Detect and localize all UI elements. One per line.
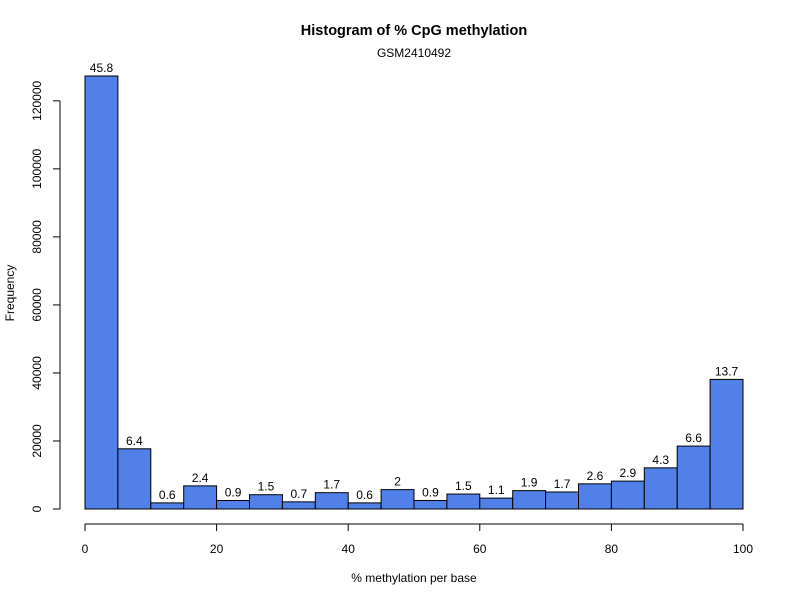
histogram-bar bbox=[150, 502, 185, 510]
bar-label: 6.4 bbox=[126, 434, 143, 448]
bar-label: 13.7 bbox=[715, 364, 739, 378]
histogram-bar bbox=[578, 483, 612, 510]
bar-label: 6.6 bbox=[685, 431, 702, 445]
bar-label: 45.8 bbox=[90, 61, 114, 75]
histogram-bar bbox=[610, 480, 645, 510]
y-tick-label: 120000 bbox=[30, 80, 44, 120]
bar-label: 1.5 bbox=[455, 479, 472, 493]
bar-label: 0.6 bbox=[159, 488, 176, 502]
histogram-bar bbox=[216, 499, 251, 510]
y-tick-label: 100000 bbox=[30, 149, 44, 189]
y-tick-label: 40000 bbox=[30, 356, 44, 390]
histogram-bar bbox=[643, 467, 678, 510]
bar-label: 2.6 bbox=[587, 469, 604, 483]
x-tick-label: 100 bbox=[733, 542, 753, 556]
y-axis-label: Frequency bbox=[3, 265, 17, 322]
y-tick-label: 0 bbox=[30, 505, 44, 512]
histogram-bar bbox=[314, 492, 349, 510]
x-axis: 0 20 40 60 80 100 bbox=[82, 523, 753, 556]
bar-label: 0.7 bbox=[291, 487, 308, 501]
histogram-bar bbox=[446, 493, 481, 510]
bar-label: 0.6 bbox=[356, 488, 373, 502]
histogram-bar bbox=[380, 489, 415, 510]
x-tick-label: 40 bbox=[342, 542, 356, 556]
bars-group bbox=[84, 75, 744, 510]
y-axis: 0 20000 40000 60000 80000 100000 120000 bbox=[30, 80, 61, 512]
bar-label: 2.4 bbox=[192, 471, 209, 485]
x-tick-label: 0 bbox=[82, 542, 89, 556]
bar-label: 1.7 bbox=[554, 477, 571, 491]
chart-subtitle: GSM2410492 bbox=[377, 46, 451, 60]
histogram-bar bbox=[183, 485, 218, 510]
bar-label: 0.9 bbox=[422, 485, 439, 499]
histogram-bar bbox=[545, 491, 579, 510]
bar-label: 0.9 bbox=[225, 485, 242, 499]
bar-label: 2 bbox=[394, 475, 401, 489]
chart-title: Histogram of % CpG methylation bbox=[301, 23, 527, 39]
y-tick-label: 20000 bbox=[30, 424, 44, 458]
y-tick-label: 60000 bbox=[30, 288, 44, 322]
x-axis-label: % methylation per base bbox=[351, 571, 477, 585]
bar-labels-group: 45.8 6.4 0.6 2.4 0.9 1.5 0.7 1.7 0.6 2 0.9 1.5 1.1 1.… bbox=[90, 61, 739, 502]
histogram-bar bbox=[676, 445, 711, 510]
bar-label: 1.1 bbox=[488, 483, 505, 497]
histogram-bar bbox=[84, 75, 119, 510]
histogram-bar bbox=[281, 501, 316, 510]
histogram-bar bbox=[347, 502, 382, 510]
histogram-bar bbox=[512, 490, 547, 510]
bar-label: 1.9 bbox=[521, 476, 538, 490]
bar-label: 2.9 bbox=[620, 466, 637, 480]
histogram-bar bbox=[479, 497, 514, 510]
x-tick-label: 60 bbox=[473, 542, 487, 556]
bar-label: 4.3 bbox=[652, 453, 669, 467]
histogram-bar bbox=[249, 494, 283, 510]
x-tick-label: 80 bbox=[605, 542, 619, 556]
x-tick-label: 20 bbox=[210, 542, 224, 556]
histogram-bar bbox=[709, 378, 744, 510]
bar-label: 1.5 bbox=[258, 480, 275, 494]
bar-label: 1.7 bbox=[323, 478, 340, 492]
histogram-bar bbox=[117, 448, 152, 510]
y-tick-label: 80000 bbox=[30, 220, 44, 254]
histogram-bar bbox=[413, 499, 448, 510]
